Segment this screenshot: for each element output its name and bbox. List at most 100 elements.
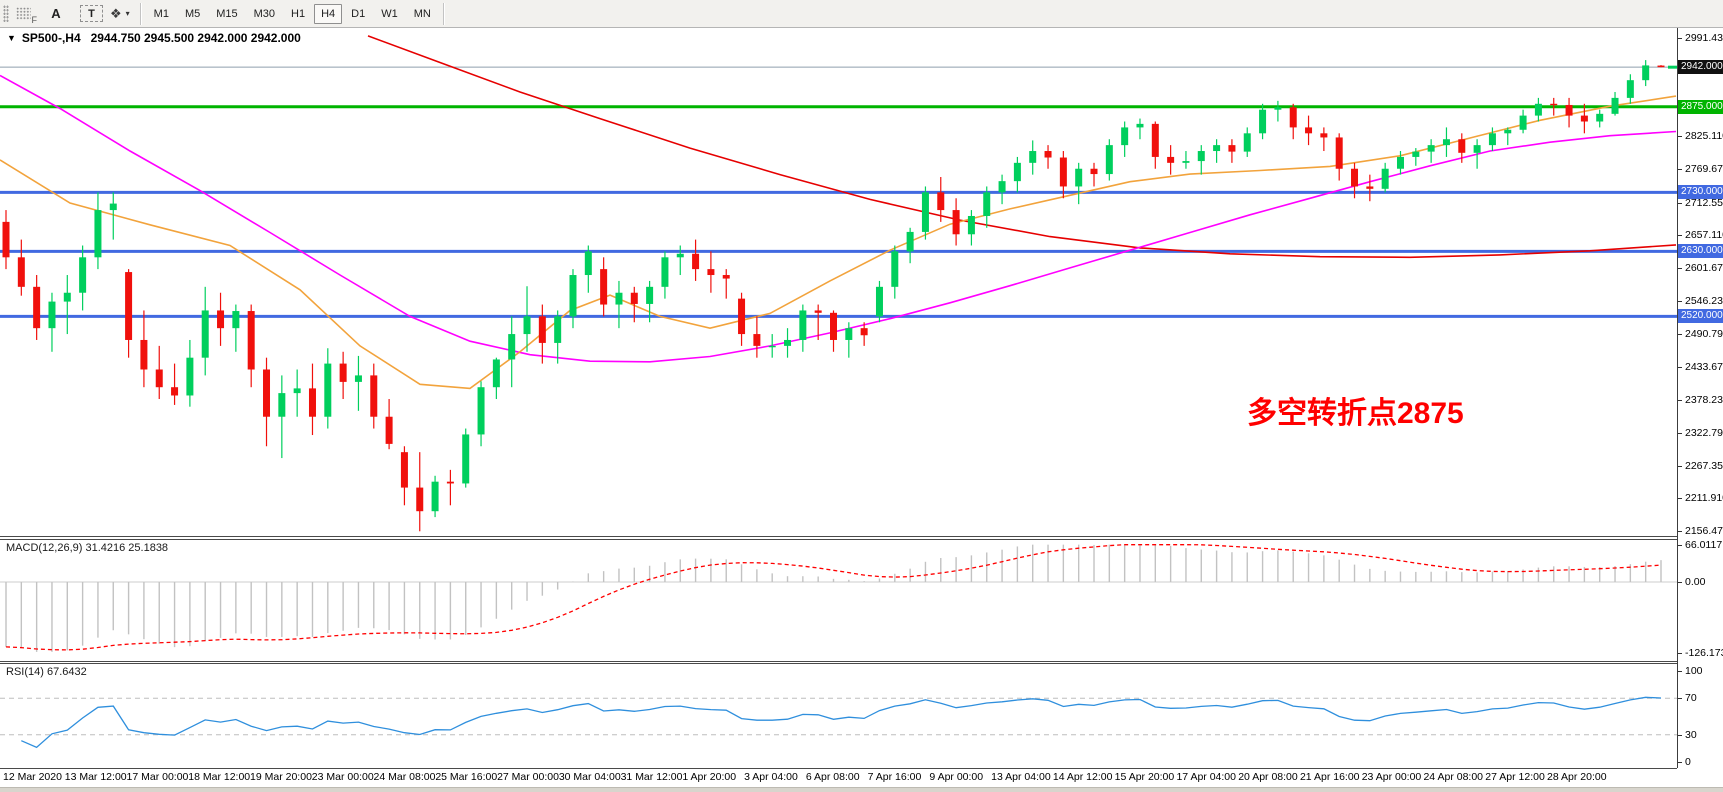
panel-top-border (0, 27, 1723, 28)
toolbar-grip-icon[interactable] (3, 4, 9, 23)
time-axis-label: 28 Apr 20:00 (1547, 771, 1607, 783)
price-tick-label: 2322.790 (1685, 426, 1723, 439)
time-axis-label: 23 Apr 00:00 (1361, 771, 1422, 783)
price-tick-label: 2433.670 (1685, 361, 1723, 374)
timeframe-button-m5[interactable]: M5 (184, 7, 201, 20)
price-tick-mark (1678, 136, 1682, 138)
timeframe-button-mn[interactable]: MN (413, 7, 431, 20)
price-tick-label: 2601.670 (1685, 262, 1723, 275)
macd-tick-label: 0.00 (1685, 576, 1706, 588)
time-axis[interactable]: 12 Mar 2020 13 Mar 12:00 17 Mar 00:00 18 Ma… (0, 769, 1677, 786)
price-level-badge: 2875.000 (1678, 99, 1723, 114)
toolbar-separator (442, 2, 445, 25)
time-axis-label: 24 Mar 08:00 (373, 771, 436, 783)
price-tick-label: 2267.350 (1685, 459, 1723, 472)
price-tick-label: 2211.910 (1685, 492, 1723, 505)
time-axis-label: 31 Mar 12:00 (620, 771, 683, 783)
price-tick-label: 2378.230 (1685, 394, 1723, 407)
time-axis-label: 23 Mar 00:00 (311, 771, 374, 783)
price-tick-label: 2657.110 (1685, 229, 1723, 242)
price-tick-mark (1678, 465, 1682, 467)
price-axis-border (1677, 28, 1678, 768)
text-label-tool-button[interactable]: A (51, 6, 61, 21)
timeframe-button-m1[interactable]: M1 (153, 7, 169, 20)
textbox-tool-button[interactable]: T (80, 5, 103, 22)
price-tick-mark (1678, 498, 1682, 500)
time-axis-label: 18 Mar 12:00 (188, 771, 251, 783)
time-axis-label: 17 Mar 00:00 (126, 771, 189, 783)
rsi-tick-mark (1678, 698, 1682, 700)
time-axis-label: 12 Mar 2020 (3, 771, 62, 783)
price-tick-label: 2546.230 (1685, 294, 1723, 307)
macd-tick-mark (1678, 582, 1682, 583)
time-axis-label: 20 Apr 08:00 (1238, 771, 1298, 783)
indicator-grid-icon[interactable]: F (16, 7, 37, 25)
timeframe-button-w1[interactable]: W1 (381, 7, 398, 20)
cursor-style-button[interactable]: ❖ ▾ (110, 6, 130, 22)
price-tick-label: 2825.110 (1685, 130, 1723, 143)
window-bottom-strip (0, 787, 1723, 792)
chart-title: ▼ SP500-,H4 2944.750 2945.500 2942.000 2… (7, 31, 301, 45)
time-axis-label: 9 Apr 00:00 (929, 771, 984, 783)
price-tick-label: 2991.430 (1685, 32, 1723, 44)
rsi-tick-mark (1678, 762, 1682, 763)
time-axis-label: 21 Apr 16:00 (1299, 771, 1360, 783)
price-tick-mark (1678, 268, 1682, 270)
timeframe-button-m30[interactable]: M30 (253, 7, 276, 20)
price-tick-mark (1678, 202, 1682, 204)
macd-label: MACD(12,26,9) 31.4216 25.1838 (6, 542, 169, 554)
time-axis-label: 24 Apr 08:00 (1423, 771, 1484, 783)
timeframe-button-m15[interactable]: M15 (216, 7, 238, 20)
time-axis-label: 30 Mar 04:00 (558, 771, 621, 783)
time-axis-label: 7 Apr 16:00 (867, 771, 922, 783)
time-axis-label: 13 Mar 12:00 (64, 771, 127, 783)
time-axis-label: 27 Mar 00:00 (497, 771, 559, 783)
panel-separator (0, 768, 1677, 769)
price-tick-mark (1678, 300, 1682, 302)
price-tick-label: 2156.470 (1685, 525, 1723, 537)
price-tick-mark (1678, 38, 1682, 39)
cursor-icon: ❖ (110, 5, 122, 21)
price-level-badge: 2730.000 (1678, 185, 1723, 200)
price-tick-label: 2712.550 (1685, 196, 1723, 209)
chart-annotation-text: 多空转折点2875 (1247, 397, 1464, 430)
symbol-dropdown-icon[interactable]: ▼ (7, 33, 16, 43)
macd-tick-label: 66.0117 (1685, 538, 1723, 551)
timeframe-bar: M1 M5 M15 M30 H1 H4 D1 W1 MN (146, 3, 439, 24)
price-tick-mark (1678, 367, 1682, 369)
timeframe-button-d1[interactable]: D1 (351, 7, 366, 20)
chevron-down-icon: ▾ (125, 9, 130, 18)
rsi-tick-label: 70 (1685, 692, 1697, 705)
price-level-badge: 2520.000 (1678, 309, 1723, 324)
time-axis-label: 19 Mar 20:00 (250, 771, 312, 783)
time-axis-label: 13 Apr 04:00 (991, 771, 1051, 783)
price-tick-mark (1678, 531, 1682, 532)
time-axis-label: 3 Apr 04:00 (744, 771, 798, 783)
rsi-tick-label: 30 (1685, 728, 1697, 741)
panel-separator (0, 661, 1677, 662)
time-axis-label: 6 Apr 08:00 (805, 771, 860, 783)
rsi-tick-label: 0 (1685, 756, 1691, 768)
price-tick-mark (1678, 333, 1682, 335)
rsi-tick-mark (1678, 671, 1682, 672)
macd-canvas[interactable] (0, 540, 1677, 660)
time-axis-label: 25 Mar 16:00 (435, 771, 498, 783)
price-tick-label: 2769.670 (1685, 162, 1723, 175)
macd-tick-mark (1678, 653, 1682, 655)
timeframe-button-h4[interactable]: H4 (314, 3, 343, 24)
price-chart-canvas[interactable] (0, 28, 1677, 536)
ohlc-values: 2944.750 2945.500 2942.000 2942.000 (90, 31, 301, 45)
time-axis-label: 1 Apr 20:00 (682, 771, 737, 783)
panel-separator (0, 536, 1677, 537)
macd-tick-label: -126.173 (1685, 647, 1723, 660)
f-label: F (31, 15, 38, 25)
symbol-period-label: SP500-,H4 (21, 31, 81, 45)
price-level-badge: 2630.000 (1678, 244, 1723, 259)
panel-separator (0, 539, 1677, 540)
timeframe-button-h1[interactable]: H1 (291, 7, 306, 20)
price-tick-label: 2490.790 (1685, 327, 1723, 340)
price-axis[interactable]: 2991.430 2942.000 2875.000 2825.110 2769.670… (1678, 28, 1723, 768)
rsi-canvas[interactable] (0, 664, 1677, 768)
toolbar-separator (139, 2, 142, 25)
